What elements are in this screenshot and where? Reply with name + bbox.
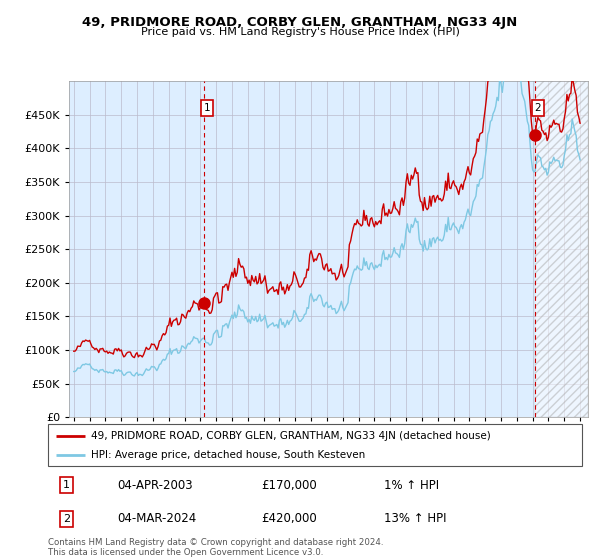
Text: 1: 1	[203, 103, 210, 113]
Text: 1: 1	[63, 480, 70, 490]
Text: 2: 2	[63, 514, 70, 524]
Text: 2: 2	[535, 103, 541, 113]
Text: 49, PRIDMORE ROAD, CORBY GLEN, GRANTHAM, NG33 4JN (detached house): 49, PRIDMORE ROAD, CORBY GLEN, GRANTHAM,…	[91, 431, 490, 441]
Bar	[535, 81, 588, 417]
Text: 04-MAR-2024: 04-MAR-2024	[118, 512, 197, 525]
FancyBboxPatch shape	[48, 424, 582, 466]
Text: 1% ↑ HPI: 1% ↑ HPI	[385, 479, 440, 492]
Text: £170,000: £170,000	[262, 479, 317, 492]
Text: £420,000: £420,000	[262, 512, 317, 525]
Text: Contains HM Land Registry data © Crown copyright and database right 2024.
This d: Contains HM Land Registry data © Crown c…	[48, 538, 383, 557]
Text: 13% ↑ HPI: 13% ↑ HPI	[385, 512, 447, 525]
Text: 04-APR-2003: 04-APR-2003	[118, 479, 193, 492]
Text: 49, PRIDMORE ROAD, CORBY GLEN, GRANTHAM, NG33 4JN: 49, PRIDMORE ROAD, CORBY GLEN, GRANTHAM,…	[82, 16, 518, 29]
Text: Price paid vs. HM Land Registry's House Price Index (HPI): Price paid vs. HM Land Registry's House …	[140, 27, 460, 37]
Text: HPI: Average price, detached house, South Kesteven: HPI: Average price, detached house, Sout…	[91, 450, 365, 460]
